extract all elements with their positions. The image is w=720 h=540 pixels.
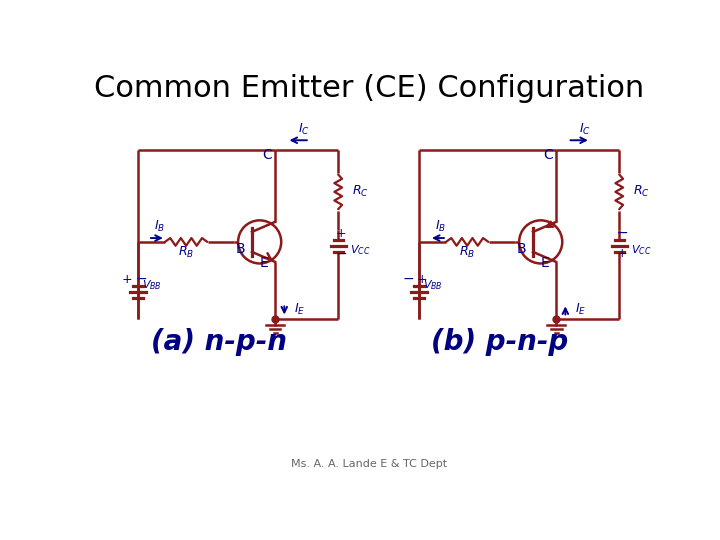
Text: $V_{CC}$: $V_{CC}$ — [350, 242, 370, 256]
Text: Common Emitter (CE) Configuration: Common Emitter (CE) Configuration — [94, 74, 644, 103]
Text: $V_{BB}$: $V_{BB}$ — [423, 278, 443, 292]
Text: Ms. A. A. Lande E & TC Dept: Ms. A. A. Lande E & TC Dept — [291, 459, 447, 469]
Text: −: − — [135, 272, 147, 286]
Text: $R_C$: $R_C$ — [633, 184, 650, 199]
Text: $R_B$: $R_B$ — [178, 245, 194, 260]
Text: $I_E$: $I_E$ — [294, 302, 305, 317]
Text: $V_{CC}$: $V_{CC}$ — [631, 242, 651, 256]
Text: (b) p-n-p: (b) p-n-p — [431, 328, 569, 356]
Text: B: B — [235, 242, 246, 255]
Text: −: − — [616, 226, 628, 240]
Text: E: E — [541, 255, 549, 269]
Text: +: + — [417, 273, 428, 286]
Text: $I_E$: $I_E$ — [575, 302, 586, 317]
Text: +: + — [336, 227, 346, 240]
Text: $I_B$: $I_B$ — [154, 219, 165, 234]
Text: −: − — [336, 247, 347, 260]
Text: +: + — [617, 247, 628, 260]
Text: C: C — [544, 148, 553, 162]
Text: $I_C$: $I_C$ — [580, 122, 591, 137]
Text: $V_{BB}$: $V_{BB}$ — [142, 278, 162, 292]
Text: $I_C$: $I_C$ — [298, 122, 310, 137]
Text: $I_B$: $I_B$ — [435, 219, 446, 234]
Text: $R_B$: $R_B$ — [459, 245, 475, 260]
Text: $R_C$: $R_C$ — [352, 184, 369, 199]
Text: C: C — [263, 148, 272, 162]
Text: (a) n-p-n: (a) n-p-n — [151, 328, 287, 356]
Text: −: − — [402, 272, 414, 286]
Text: +: + — [122, 273, 132, 286]
Text: E: E — [260, 255, 269, 269]
Text: B: B — [517, 242, 526, 255]
